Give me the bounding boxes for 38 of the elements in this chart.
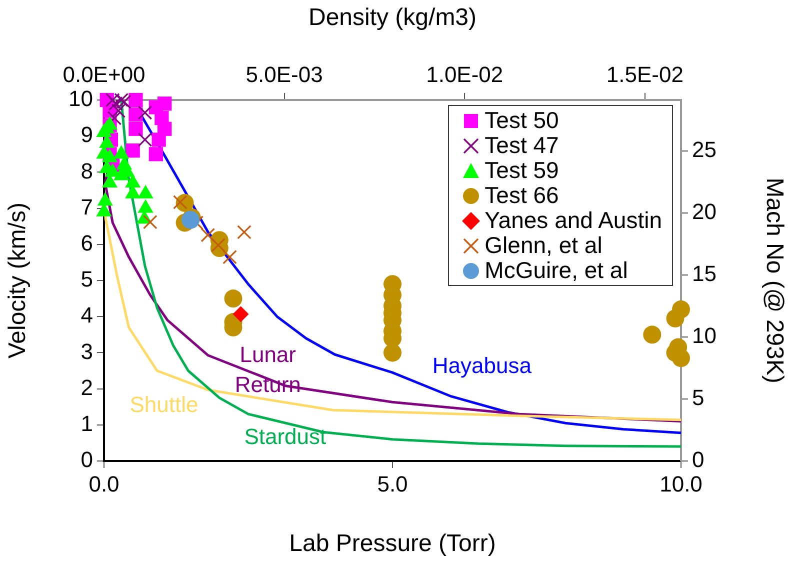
y2-tick-label: 5	[692, 385, 704, 410]
y2-axis-title: Mach No (@ 293K)	[760, 178, 788, 384]
legend-label: Test 50	[484, 107, 559, 133]
legend-label: Glenn, et al	[484, 232, 602, 258]
series-label: Hayabusa	[432, 353, 532, 378]
y-tick-label: 9	[80, 122, 93, 148]
y2-tick-label: 15	[692, 260, 716, 286]
y-tick-label: 7	[80, 194, 93, 220]
series-label: Stardust	[244, 424, 326, 449]
x2-axis-title: Density (kg/m3)	[308, 4, 477, 32]
y-tick-label: 8	[80, 158, 93, 184]
legend-label: Test 59	[484, 157, 559, 183]
y2-tick-label: 10	[692, 323, 716, 348]
y2-tick-label: 25	[692, 136, 716, 162]
x-tick-label: 0.0	[88, 471, 120, 496]
legend-label: McGuire, et al	[484, 257, 628, 283]
x-tick-label: 5.0	[377, 471, 408, 496]
y-tick-label: 10	[68, 86, 93, 112]
x2-tick-label: 5.0E-03	[246, 62, 323, 87]
y-tick-label: 6	[80, 230, 93, 256]
y2-tick-label: 20	[692, 198, 716, 224]
legend-label: Yanes and Austin	[484, 207, 662, 233]
y-tick-label: 5	[80, 266, 93, 292]
x-axis-title: Lab Pressure (Torr)	[289, 530, 496, 558]
x2-tick-label: 1.5E-02	[606, 62, 684, 87]
series-label: Shuttle	[130, 392, 198, 418]
y-tick-label: 3	[80, 338, 93, 364]
y-tick-label: 4	[80, 302, 93, 328]
y2-tick-label: 0	[692, 447, 704, 472]
legend-label: Test 47	[484, 132, 559, 158]
legend-label: Test 66	[484, 182, 559, 208]
y-tick-label: 2	[80, 374, 93, 400]
x-tick-label: 10.0	[660, 471, 702, 496]
x2-tick-label: 0.0E+00	[62, 62, 146, 87]
y-tick-label: 0	[80, 447, 93, 472]
x2-tick-label: 1.0E-02	[426, 62, 504, 87]
y-axis-title: Velocity (km/s)	[4, 202, 32, 359]
y-tick-label: 1	[80, 410, 93, 436]
